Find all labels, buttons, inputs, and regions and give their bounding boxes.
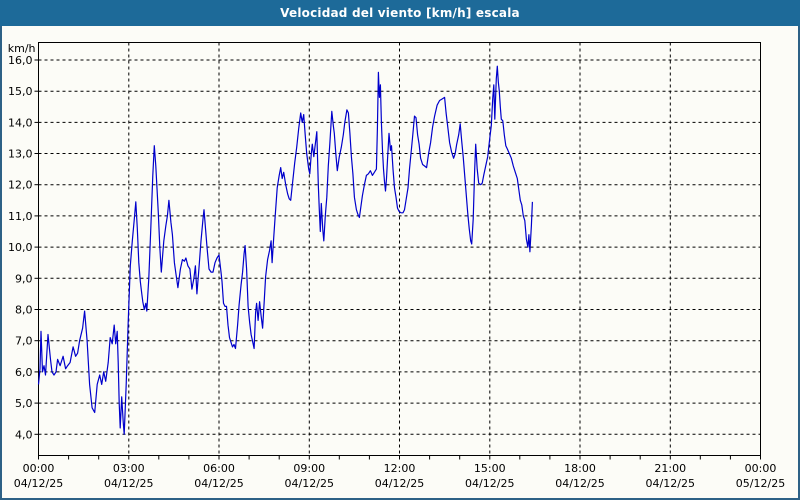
x-tick-date-label: 04/12/25 — [104, 477, 153, 490]
title-bar: Velocidad del viento [km/h] escala — [0, 0, 800, 26]
plot-border — [38, 42, 761, 456]
y-tick-label: 8,0 — [15, 304, 33, 317]
x-tick-time-label: 12:00 — [384, 462, 416, 475]
y-tick-label: 5,0 — [15, 397, 33, 410]
y-tick-label: 15,0 — [8, 85, 33, 98]
x-tick-date-label: 04/12/25 — [14, 477, 63, 490]
y-axis-unit-label: km/h — [8, 42, 36, 55]
y-tick-label: 10,0 — [8, 241, 33, 254]
y-tick-label: 11,0 — [8, 210, 33, 223]
x-tick-date-label: 04/12/25 — [646, 477, 695, 490]
y-tick-label: 4,0 — [15, 428, 33, 441]
x-tick-time-label: 18:00 — [564, 462, 596, 475]
wind-speed-line — [37, 65, 533, 435]
x-tick-time-label: 06:00 — [203, 462, 235, 475]
y-tick-label: 7,0 — [15, 335, 33, 348]
x-tick-date-label: 04/12/25 — [375, 477, 424, 490]
chart-title: Velocidad del viento [km/h] escala — [280, 6, 520, 20]
x-tick-time-label: 03:00 — [113, 462, 145, 475]
x-tick-date-label: 04/12/25 — [465, 477, 514, 490]
x-tick-time-label: 00:00 — [23, 462, 55, 475]
x-tick-date-label: 04/12/25 — [194, 477, 243, 490]
y-tick-label: 13,0 — [8, 148, 33, 161]
x-tick-time-label: 15:00 — [474, 462, 506, 475]
x-tick-time-label: 09:00 — [293, 462, 325, 475]
x-tick-date-label: 04/12/25 — [555, 477, 604, 490]
y-tick-label: 16,0 — [8, 54, 33, 67]
x-tick-date-label: 05/12/25 — [736, 477, 785, 490]
y-tick-label: 6,0 — [15, 366, 33, 379]
y-tick-label: 9,0 — [15, 272, 33, 285]
x-tick-time-label: 00:00 — [745, 462, 777, 475]
y-tick-label: 14,0 — [8, 116, 33, 129]
x-tick-time-label: 21:00 — [654, 462, 686, 475]
x-tick-date-label: 04/12/25 — [285, 477, 334, 490]
y-tick-label: 12,0 — [8, 179, 33, 192]
